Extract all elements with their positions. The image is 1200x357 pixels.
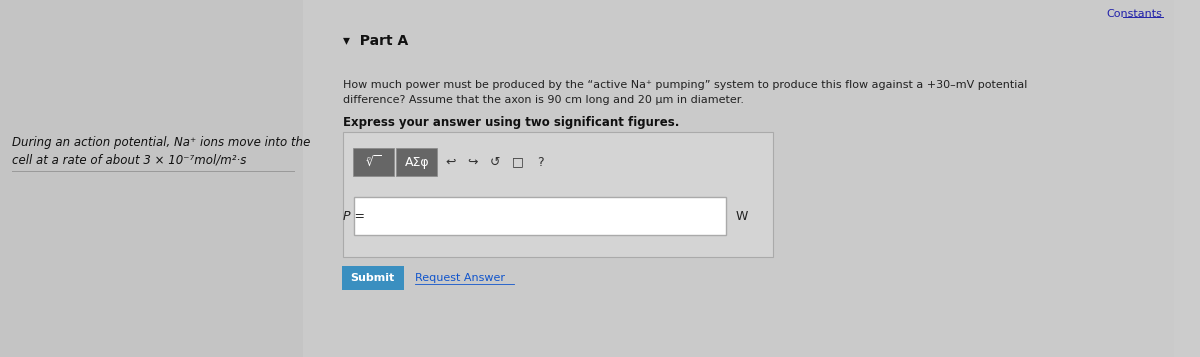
FancyBboxPatch shape: [354, 197, 726, 235]
Text: Constants: Constants: [1106, 9, 1163, 19]
Text: $\sqrt[n]{\,}$: $\sqrt[n]{\,}$: [366, 155, 382, 170]
Text: Request Answer: Request Answer: [415, 273, 505, 283]
Text: ↺: ↺: [490, 156, 500, 169]
Text: difference? Assume that the axon is 90 cm long and 20 μm in diameter.: difference? Assume that the axon is 90 c…: [342, 95, 744, 105]
Text: ?: ?: [536, 156, 544, 169]
FancyBboxPatch shape: [0, 0, 304, 357]
FancyBboxPatch shape: [342, 266, 404, 290]
Text: ↪: ↪: [468, 156, 478, 169]
Text: Submit: Submit: [350, 273, 395, 283]
Text: How much power must be produced by the “active Na⁺ pumping” system to produce th: How much power must be produced by the “…: [342, 80, 1027, 90]
FancyBboxPatch shape: [396, 148, 438, 176]
Text: cell at a rate of about 3 × 10⁻⁷mol/m²·s: cell at a rate of about 3 × 10⁻⁷mol/m²·s: [12, 154, 246, 166]
Text: □: □: [512, 156, 523, 169]
Text: During an action potential, Na⁺ ions move into the: During an action potential, Na⁺ ions mov…: [12, 136, 310, 149]
Text: P =: P =: [342, 210, 365, 222]
Text: AΣφ: AΣφ: [404, 156, 430, 169]
Text: ↩: ↩: [445, 156, 456, 169]
Text: ▾  Part A: ▾ Part A: [342, 34, 408, 48]
FancyBboxPatch shape: [304, 0, 1175, 357]
Text: W: W: [736, 210, 749, 222]
Text: Express your answer using two significant figures.: Express your answer using two significan…: [342, 116, 679, 129]
FancyBboxPatch shape: [342, 132, 773, 257]
FancyBboxPatch shape: [353, 148, 395, 176]
